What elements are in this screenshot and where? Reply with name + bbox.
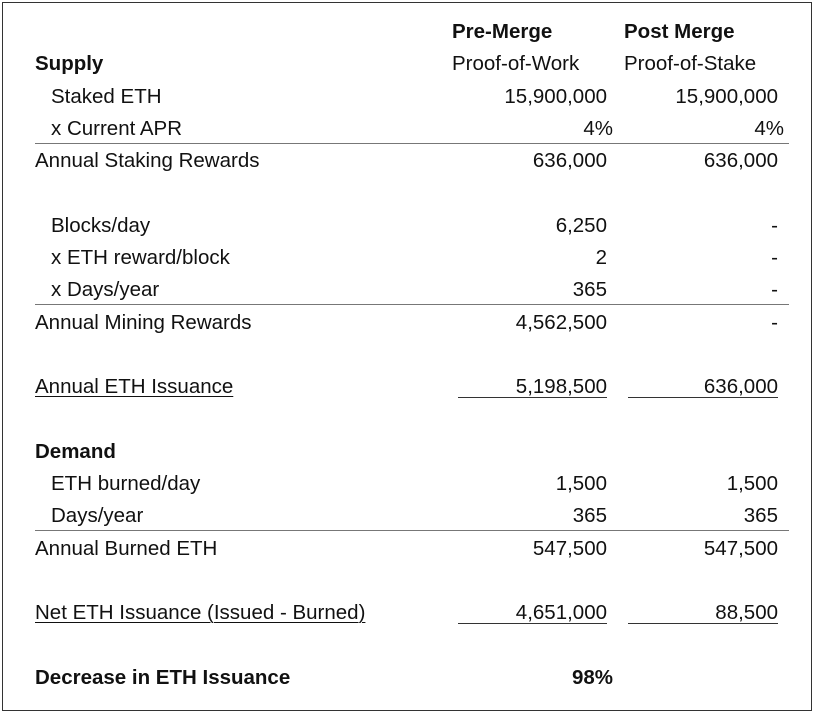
cell: 15,900,000 xyxy=(675,85,778,108)
cell: 636,000 xyxy=(532,149,607,172)
cell: 365 xyxy=(572,504,607,527)
column-subheader: Proof-of-Work xyxy=(452,52,580,75)
underline xyxy=(458,623,607,624)
cell: - xyxy=(771,278,778,301)
cell: 1,500 xyxy=(555,472,607,495)
cell: 15,900,000 xyxy=(504,85,607,108)
cell: 547,500 xyxy=(703,537,778,560)
row-label: Days/year xyxy=(51,504,144,527)
cell: 4% xyxy=(583,117,613,140)
cell: 4,562,500 xyxy=(515,311,607,334)
row-label: Staked ETH xyxy=(51,85,162,108)
cell: 547,500 xyxy=(532,537,607,560)
cell: 2 xyxy=(595,246,607,269)
cell: - xyxy=(771,311,778,334)
column-header: Post Merge xyxy=(624,20,735,43)
cell: 636,000 xyxy=(703,149,778,172)
section-label: Demand xyxy=(35,440,116,463)
underline xyxy=(628,623,778,624)
cell: - xyxy=(771,214,778,237)
result-cell: 98% xyxy=(571,666,613,689)
total-cell: 4,651,000 xyxy=(515,601,607,624)
row-label: Annual Burned ETH xyxy=(35,537,218,560)
cell: 6,250 xyxy=(555,214,607,237)
total-label: Annual ETH Issuance xyxy=(35,375,234,398)
row-label: Annual Staking Rewards xyxy=(35,149,260,172)
total-cell: 636,000 xyxy=(703,375,778,398)
section-label: Supply xyxy=(35,52,104,75)
rule xyxy=(35,304,789,305)
total-cell: 88,500 xyxy=(715,601,778,624)
row-label: Blocks/day xyxy=(51,214,151,237)
column-header: Pre-Merge xyxy=(452,20,553,43)
cell: 365 xyxy=(743,504,778,527)
row-label: ETH burned/day xyxy=(51,472,201,495)
total-cell: 5,198,500 xyxy=(515,375,607,398)
row-label: x Days/year xyxy=(51,278,160,301)
cell: - xyxy=(771,246,778,269)
row-label: Annual Mining Rewards xyxy=(35,311,252,334)
underline xyxy=(458,397,607,398)
row-label: x Current APR xyxy=(51,117,183,140)
result-label: Decrease in ETH Issuance xyxy=(35,666,291,689)
underline xyxy=(628,397,778,398)
rule xyxy=(35,143,789,144)
cell: 1,500 xyxy=(726,472,778,495)
total-label: Net ETH Issuance (Issued - Burned) xyxy=(35,601,366,624)
rule xyxy=(35,530,789,531)
row-label: x ETH reward/block xyxy=(51,246,230,269)
cell: 4% xyxy=(754,117,784,140)
cell: 365 xyxy=(572,278,607,301)
column-subheader: Proof-of-Stake xyxy=(624,52,757,75)
